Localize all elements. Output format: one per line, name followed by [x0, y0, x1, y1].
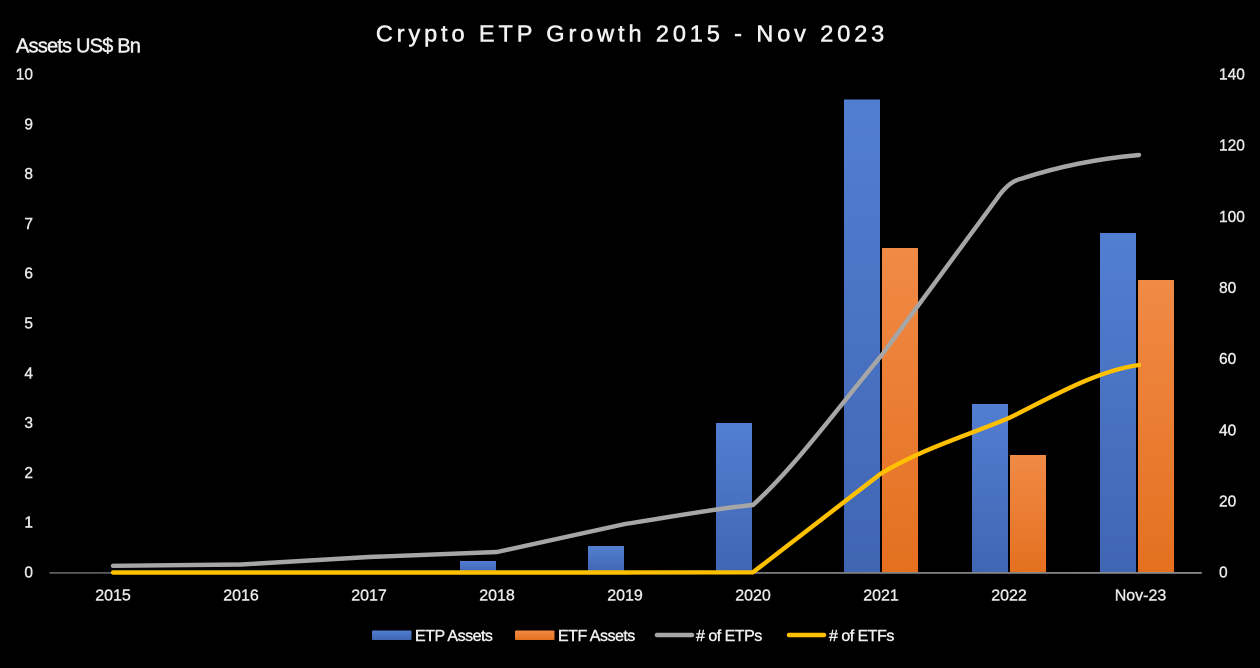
svg-text:80: 80	[1219, 280, 1237, 297]
svg-text:2022: 2022	[991, 588, 1027, 605]
svg-text:2018: 2018	[479, 588, 515, 605]
svg-text:2019: 2019	[607, 588, 643, 605]
svg-text:2: 2	[24, 465, 33, 482]
svg-text:60: 60	[1219, 351, 1237, 368]
svg-text:2020: 2020	[735, 588, 771, 605]
svg-text:2021: 2021	[863, 588, 899, 605]
svg-text:2017: 2017	[351, 588, 387, 605]
svg-text:2015: 2015	[95, 588, 131, 605]
svg-text:1: 1	[24, 515, 33, 532]
svg-text:0: 0	[1219, 565, 1228, 582]
svg-text:ETF Assets: ETF Assets	[558, 628, 635, 645]
svg-text:20: 20	[1219, 493, 1237, 510]
svg-text:0: 0	[24, 565, 33, 582]
svg-text:Assets US$ Bn: Assets US$ Bn	[16, 36, 140, 58]
svg-text:5: 5	[24, 316, 33, 333]
svg-text:100: 100	[1219, 209, 1245, 226]
svg-text:3: 3	[24, 415, 33, 432]
svg-text:# of ETFs: # of ETFs	[829, 628, 894, 645]
svg-text:8: 8	[24, 166, 33, 183]
svg-text:Nov-23: Nov-23	[1115, 588, 1167, 605]
svg-text:10: 10	[16, 67, 34, 84]
svg-text:120: 120	[1219, 138, 1245, 155]
svg-text:7: 7	[24, 216, 33, 233]
svg-text:9: 9	[24, 116, 33, 133]
svg-text:ETP Assets: ETP Assets	[415, 628, 493, 645]
svg-text:4: 4	[24, 365, 33, 382]
svg-text:40: 40	[1219, 422, 1237, 439]
svg-text:6: 6	[24, 266, 33, 283]
svg-text:2016: 2016	[223, 588, 259, 605]
svg-text:# of ETPs: # of ETPs	[696, 628, 762, 645]
svg-text:Crypto ETP Growth 2015 - Nov 2: Crypto ETP Growth 2015 - Nov 2023	[376, 21, 888, 47]
svg-text:140: 140	[1219, 67, 1245, 84]
